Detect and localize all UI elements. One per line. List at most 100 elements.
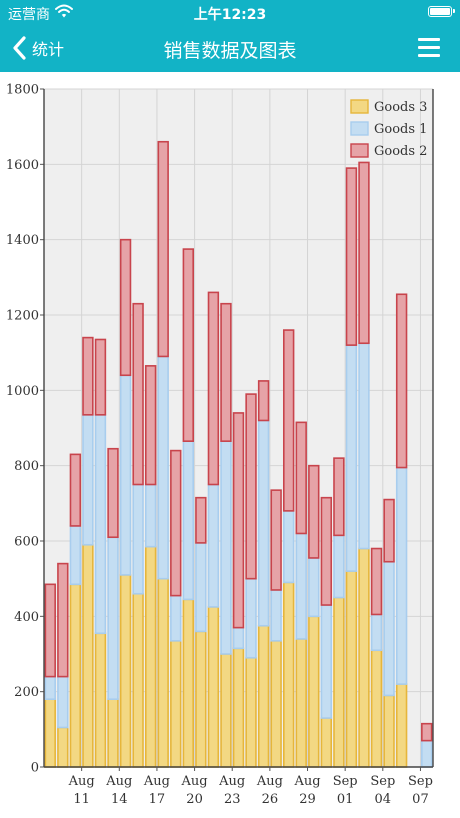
x-tick-label-month: Aug	[143, 774, 170, 789]
bar-goods3-aug-10	[69, 583, 82, 768]
x-tick-label-month: Aug	[218, 774, 245, 789]
bar-goods2-aug-20	[195, 496, 207, 544]
back-label: 统计	[32, 40, 65, 59]
x-tick-label-month: Aug	[68, 774, 95, 789]
nav-bar: 统计 销售数据及图表	[0, 26, 460, 70]
page-title: 销售数据及图表	[163, 40, 297, 62]
legend-swatch-goods3	[350, 99, 369, 114]
sales-stacked-bar-chart: 0 200 400 600 800 1000 1200 1400 1600 1800 Aug 11 Au…	[6, 83, 434, 807]
legend-label-goods2: Goods 2	[374, 144, 427, 159]
x-tick-label-day: 29	[299, 792, 316, 807]
bar-goods1-aug-18	[170, 594, 182, 642]
bar-goods1-sep-05	[395, 466, 408, 685]
legend-label-goods1: Goods 1	[374, 122, 427, 137]
bar-goods3-aug-12	[94, 632, 107, 768]
bar-goods2-aug-11	[82, 336, 94, 416]
bar-goods1-aug-24	[245, 577, 257, 659]
y-tick-label: 1000	[6, 384, 39, 399]
bar-goods3-aug-19	[182, 598, 195, 768]
bar-goods2-aug-18	[170, 449, 182, 597]
bar-goods1-sep-01	[345, 344, 358, 572]
y-tick-label: 200	[14, 685, 39, 700]
hamburger-menu-icon[interactable]	[418, 38, 440, 58]
x-tick-label-month: Aug	[105, 774, 132, 789]
bar-goods2-aug-29	[308, 464, 320, 559]
bar-goods3-aug-18	[170, 640, 182, 768]
bar-goods1-sep-04	[383, 560, 395, 697]
battery-icon	[428, 6, 455, 17]
bar-goods1-aug-16	[144, 483, 157, 548]
bar-goods1-aug-13	[107, 536, 119, 700]
bar-goods1-aug-11	[82, 414, 94, 546]
bar-goods2-sep-01	[345, 167, 358, 346]
bar-goods3-aug-23	[232, 647, 245, 768]
bar-goods3-sep-04	[383, 694, 395, 768]
bar-goods1-aug-17	[157, 355, 169, 580]
wifi-icon	[55, 3, 73, 23]
bar-goods1-aug-09	[57, 675, 69, 729]
bar-goods3-aug-21	[207, 606, 220, 768]
bar-goods2-aug-28	[295, 421, 307, 535]
bar-goods3-aug-11	[82, 543, 94, 768]
bar-goods3-aug-25	[257, 624, 270, 768]
bar-goods1-aug-20	[195, 542, 207, 633]
bar-goods2-aug-31	[333, 457, 345, 537]
bar-goods3-aug-08	[44, 698, 56, 768]
bar-goods2-aug-30	[320, 496, 333, 606]
bar-goods1-aug-12	[94, 414, 107, 635]
bar-goods2-aug-10	[69, 453, 82, 527]
bar-goods3-sep-03	[370, 649, 383, 768]
bar-goods1-aug-21	[207, 483, 220, 608]
bar-goods1-aug-14	[119, 374, 132, 576]
legend-label-goods3: Goods 3	[374, 100, 427, 115]
bar-goods2-aug-09	[57, 562, 69, 678]
chevron-left-icon	[10, 34, 30, 62]
bar-goods1-aug-08	[44, 675, 56, 700]
bar-goods1-aug-25	[257, 419, 270, 627]
bar-goods3-sep-01	[345, 570, 358, 768]
bar-goods3-aug-22	[220, 653, 232, 768]
x-tick-label-day: 14	[111, 792, 128, 807]
bar-goods3-aug-28	[295, 638, 307, 768]
bar-goods2-aug-08	[44, 583, 56, 678]
x-tick-label-month: Aug	[256, 774, 283, 789]
bar-goods2-sep-04	[383, 498, 395, 563]
bar-goods3-aug-13	[107, 698, 119, 768]
bar-goods3-aug-30	[320, 717, 333, 768]
x-tick-label-day: 20	[186, 792, 203, 807]
y-tick-label: 1200	[6, 309, 39, 324]
bar-goods2-sep-07	[421, 722, 433, 742]
bar-goods3-sep-02	[358, 547, 370, 768]
bar-goods2-aug-15	[132, 302, 144, 486]
bar-goods3-aug-24	[245, 656, 257, 768]
bar-goods2-aug-25	[257, 380, 270, 422]
bar-goods3-aug-15	[132, 592, 144, 768]
status-time: 上午12:23	[193, 7, 267, 23]
bar-goods1-aug-23	[232, 626, 245, 650]
bar-goods2-aug-19	[182, 248, 195, 442]
bar-goods2-sep-03	[370, 547, 383, 616]
bar-goods1-aug-30	[320, 604, 333, 719]
x-tick-label-day: 07	[412, 792, 429, 807]
legend-swatch-goods1	[350, 121, 369, 136]
bar-goods1-aug-19	[182, 440, 195, 601]
carrier-label: 运营商	[8, 7, 50, 23]
bar-goods1-sep-03	[370, 613, 383, 652]
bar-goods2-aug-12	[94, 338, 107, 416]
bar-goods1-aug-15	[132, 483, 144, 595]
x-tick-label-day: 26	[262, 792, 279, 807]
bar-goods2-aug-21	[207, 291, 220, 486]
bar-goods3-aug-17	[157, 577, 169, 768]
bar-goods1-aug-10	[69, 525, 82, 586]
header-bar: 运营商 上午12:23 统计 销售数据及图表	[0, 0, 460, 72]
back-button[interactable]: 统计	[10, 34, 64, 62]
bar-goods1-aug-29	[308, 557, 320, 618]
bar-goods2-aug-24	[245, 393, 257, 580]
bar-goods1-aug-27	[282, 510, 295, 584]
bar-goods3-aug-27	[282, 581, 295, 768]
x-tick-label-month: Sep	[370, 774, 395, 789]
bar-goods1-sep-07	[421, 739, 433, 768]
y-tick-label: 1400	[6, 233, 39, 248]
x-tick-label-day: 23	[224, 792, 241, 807]
y-tick-label: 1600	[6, 158, 39, 173]
